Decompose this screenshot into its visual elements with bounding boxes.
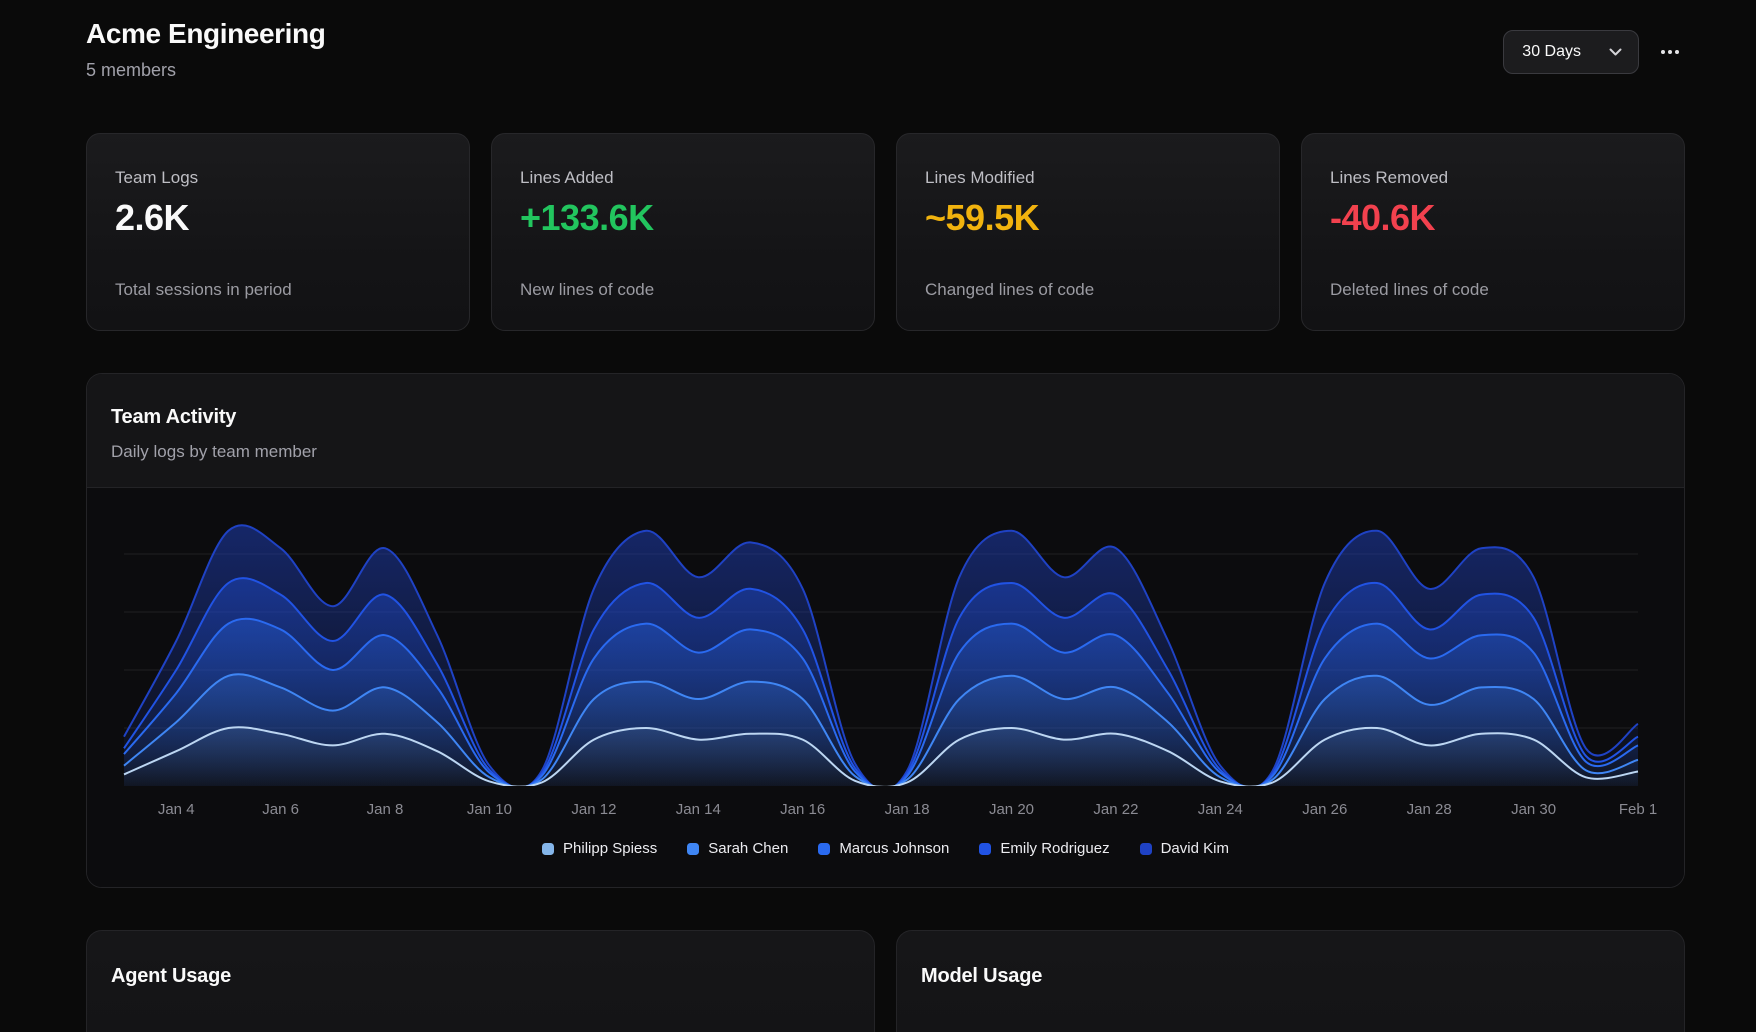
activity-title: Team Activity (111, 406, 237, 428)
x-axis-tick: Jan 30 (1511, 801, 1556, 818)
x-axis-tick: Jan 20 (989, 801, 1034, 818)
x-axis-tick: Jan 22 (1093, 801, 1138, 818)
stat-label: Lines Added (520, 168, 614, 187)
x-axis-tick: Jan 4 (158, 801, 195, 818)
more-options-button[interactable] (1655, 40, 1685, 64)
stat-card-lines-removed: Lines Removed -40.6K Deleted lines of code (1301, 133, 1685, 331)
x-axis-tick: Jan 18 (885, 801, 930, 818)
x-axis-tick: Jan 28 (1407, 801, 1452, 818)
x-axis-tick: Jan 6 (262, 801, 299, 818)
stat-card-lines-modified: Lines Modified ~59.5K Changed lines of cod… (896, 133, 1280, 331)
x-axis-tick: Feb 1 (1619, 801, 1657, 818)
legend-label: Emily Rodriguez (1000, 840, 1110, 857)
member-count: 5 members (86, 60, 177, 80)
stat-card-team-logs: Team Logs 2.6K Total sessions in period (86, 133, 470, 331)
chart-legend: Philipp Spiess Sarah Chen Marcus Johnson Em… (87, 840, 1684, 857)
legend-label: Marcus Johnson (839, 840, 950, 857)
stat-card-lines-added: Lines Added +133.6K New lines of code (491, 133, 875, 331)
stat-sub: Total sessions in period (115, 280, 292, 299)
stat-sub: Deleted lines of code (1330, 280, 1489, 299)
legend-label: David Kim (1160, 840, 1229, 857)
ellipsis-icon (1661, 50, 1665, 54)
stat-sub: Changed lines of code (925, 280, 1095, 299)
legend-item-marcus-johnson: Marcus Johnson (818, 840, 949, 857)
stat-value: +133.6K (520, 197, 654, 238)
agent-usage-card: Agent Usage (86, 930, 875, 1032)
stats-row: Team Logs 2.6K Total sessions in period Lin… (86, 133, 1685, 331)
date-range-label: 30 Days (1522, 43, 1581, 60)
stat-label: Lines Modified (925, 168, 1035, 187)
legend-label: Sarah Chen (708, 840, 789, 857)
chart-area: Jan 4 Jan 6 Jan 8 Jan 10 Jan 12 Jan 14 Jan 16 J… (87, 488, 1684, 887)
stat-label: Lines Removed (1330, 168, 1449, 187)
area-line-marcus-johnson (123, 617, 1639, 786)
stat-sub: New lines of code (520, 280, 655, 299)
legend-swatch (1139, 842, 1152, 855)
x-axis-tick: Jan 24 (1198, 801, 1243, 818)
chevron-down-icon (1609, 48, 1622, 56)
agent-usage-title: Agent Usage (111, 965, 232, 987)
legend-swatch (979, 842, 992, 855)
model-usage-card: Model Usage (896, 930, 1685, 1032)
ellipsis-icon (1675, 50, 1679, 54)
team-activity-chart: Jan 4 Jan 6 Jan 8 Jan 10 Jan 12 Jan 14 Jan 16 J… (123, 524, 1657, 818)
area-line-emily-rodriguez (123, 577, 1639, 786)
stat-value: 2.6K (115, 197, 190, 238)
area-line-philipp-spiess (123, 726, 1639, 786)
team-activity-card: Team Activity Daily logs by team member … (86, 373, 1685, 888)
bottom-cards-row: Agent Usage Model Usage (86, 930, 1685, 1032)
legend-item-emily-rodriguez: Emily Rodriguez (979, 840, 1110, 857)
x-axis-tick: Jan 8 (367, 801, 404, 818)
x-axis-tick: Jan 26 (1302, 801, 1347, 818)
model-usage-title: Model Usage (921, 965, 1043, 987)
date-range-select[interactable]: 30 Days (1503, 30, 1639, 74)
legend-item-philipp-spiess: Philipp Spiess (542, 840, 657, 857)
topbar-right: 30 Days (1503, 30, 1685, 74)
legend-label: Philipp Spiess (563, 840, 658, 857)
page-title: Acme Engineering (86, 18, 326, 49)
stat-value: -40.6K (1330, 197, 1436, 238)
activity-subtitle: Daily logs by team member (111, 442, 317, 461)
legend-swatch (687, 842, 700, 855)
ellipsis-icon (1668, 50, 1672, 54)
team-activity-header: Team Activity Daily logs by team member (87, 374, 1684, 487)
legend-swatch (818, 842, 831, 855)
area-line-sarah-chen (123, 673, 1639, 786)
x-axis-tick: Jan 14 (676, 801, 721, 818)
legend-item-sarah-chen: Sarah Chen (687, 840, 788, 857)
x-axis-tick: Jan 10 (467, 801, 512, 818)
stat-value: ~59.5K (925, 197, 1040, 238)
topbar: Acme Engineering 5 members 30 Days (86, 18, 1685, 81)
topbar-left: Acme Engineering 5 members (86, 18, 326, 81)
legend-swatch (542, 842, 555, 855)
x-axis-tick: Jan 12 (571, 801, 616, 818)
legend-item-david-kim: David Kim (1139, 840, 1229, 857)
x-axis-tick: Jan 16 (780, 801, 825, 818)
area-line-david-kim (123, 524, 1639, 786)
panel-divider (87, 487, 1684, 488)
stat-label: Team Logs (115, 168, 199, 187)
